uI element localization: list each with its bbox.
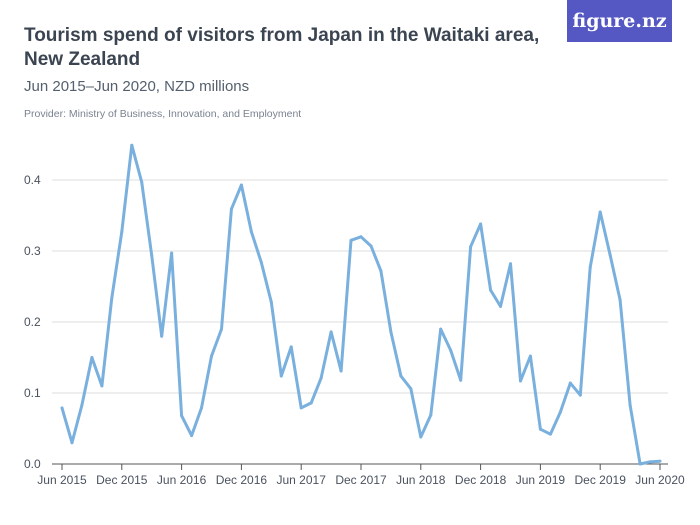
- data-point: [608, 253, 612, 257]
- data-point: [439, 327, 443, 331]
- data-point: [160, 334, 164, 338]
- x-tick-label: Jun 2015: [37, 473, 87, 487]
- data-point: [618, 298, 622, 302]
- data-point: [568, 381, 572, 385]
- data-point: [299, 406, 303, 410]
- data-point: [180, 414, 184, 418]
- x-tick-label: Dec 2015: [96, 473, 148, 487]
- data-point: [459, 378, 463, 382]
- x-tick-label: Dec 2017: [335, 473, 387, 487]
- data-point: [239, 183, 243, 187]
- data-point: [429, 413, 433, 417]
- data-point: [419, 435, 423, 439]
- x-tick-label: Dec 2016: [216, 473, 268, 487]
- data-point: [219, 327, 223, 331]
- data-point: [70, 441, 74, 445]
- data-point: [379, 269, 383, 273]
- x-tick-label: Dec 2019: [575, 473, 627, 487]
- data-point: [548, 432, 552, 436]
- data-point: [558, 410, 562, 414]
- y-tick-label: 0.4: [24, 173, 41, 187]
- data-point: [200, 406, 204, 410]
- data-point: [538, 427, 542, 431]
- data-point: [449, 348, 453, 352]
- data-point: [90, 356, 94, 359]
- provider-text: Provider: Ministry of Business, Innovati…: [24, 108, 302, 120]
- data-point: [309, 401, 313, 405]
- x-tick-label: Jun 2018: [396, 473, 446, 487]
- chart-subtitle: Jun 2015–Jun 2020, NZD millions: [24, 78, 250, 95]
- y-tick-label: 0.1: [24, 386, 41, 400]
- data-point: [259, 260, 263, 264]
- data-point: [150, 253, 154, 257]
- data-point: [389, 330, 393, 334]
- chart-title: Tourism spend of visitors from Japan in …: [24, 25, 540, 70]
- data-point: [518, 379, 522, 383]
- data-point: [130, 143, 134, 147]
- y-tick-label: 0.3: [24, 244, 41, 258]
- x-tick-label: Jun 2017: [277, 473, 327, 487]
- y-tick-label: 0.0: [24, 457, 41, 471]
- data-point: [359, 235, 363, 239]
- data-point: [648, 460, 652, 464]
- x-tick-label: Dec 2018: [455, 473, 507, 487]
- data-point: [289, 345, 293, 349]
- data-point: [509, 262, 512, 266]
- x-tick-label: Jun 2019: [516, 473, 566, 487]
- data-point: [349, 238, 353, 242]
- data-point: [329, 330, 333, 334]
- data-point: [489, 288, 493, 292]
- data-point: [80, 403, 84, 407]
- data-point: [469, 245, 473, 249]
- data-point: [110, 296, 114, 300]
- data-point: [170, 251, 174, 255]
- data-point: [578, 393, 582, 397]
- data-point: [319, 376, 323, 380]
- data-point: [100, 384, 104, 388]
- data-point: [279, 374, 283, 378]
- data-point: [399, 374, 403, 378]
- data-point: [339, 369, 343, 373]
- data-point: [249, 230, 253, 234]
- data-point: [638, 462, 642, 466]
- data-point: [628, 403, 632, 407]
- figure-nz-logo[interactable]: figure.nz: [567, 0, 672, 42]
- data-point: [528, 354, 532, 358]
- data-point: [60, 406, 64, 410]
- x-tick-label: Jun 2016: [157, 473, 207, 487]
- data-point: [229, 207, 233, 211]
- data-point: [409, 387, 413, 391]
- data-line: [60, 143, 661, 466]
- y-tick-label: 0.2: [24, 315, 41, 329]
- data-point: [598, 210, 602, 214]
- data-point: [658, 459, 662, 463]
- data-point: [499, 304, 503, 308]
- data-point: [120, 230, 124, 234]
- data-point: [210, 354, 213, 358]
- data-point: [269, 300, 273, 304]
- data-point: [479, 222, 483, 226]
- x-tick-label: Jun 2020: [635, 473, 685, 487]
- data-point: [588, 265, 592, 269]
- data-point: [190, 434, 194, 438]
- data-point: [369, 244, 373, 248]
- data-point: [140, 180, 144, 184]
